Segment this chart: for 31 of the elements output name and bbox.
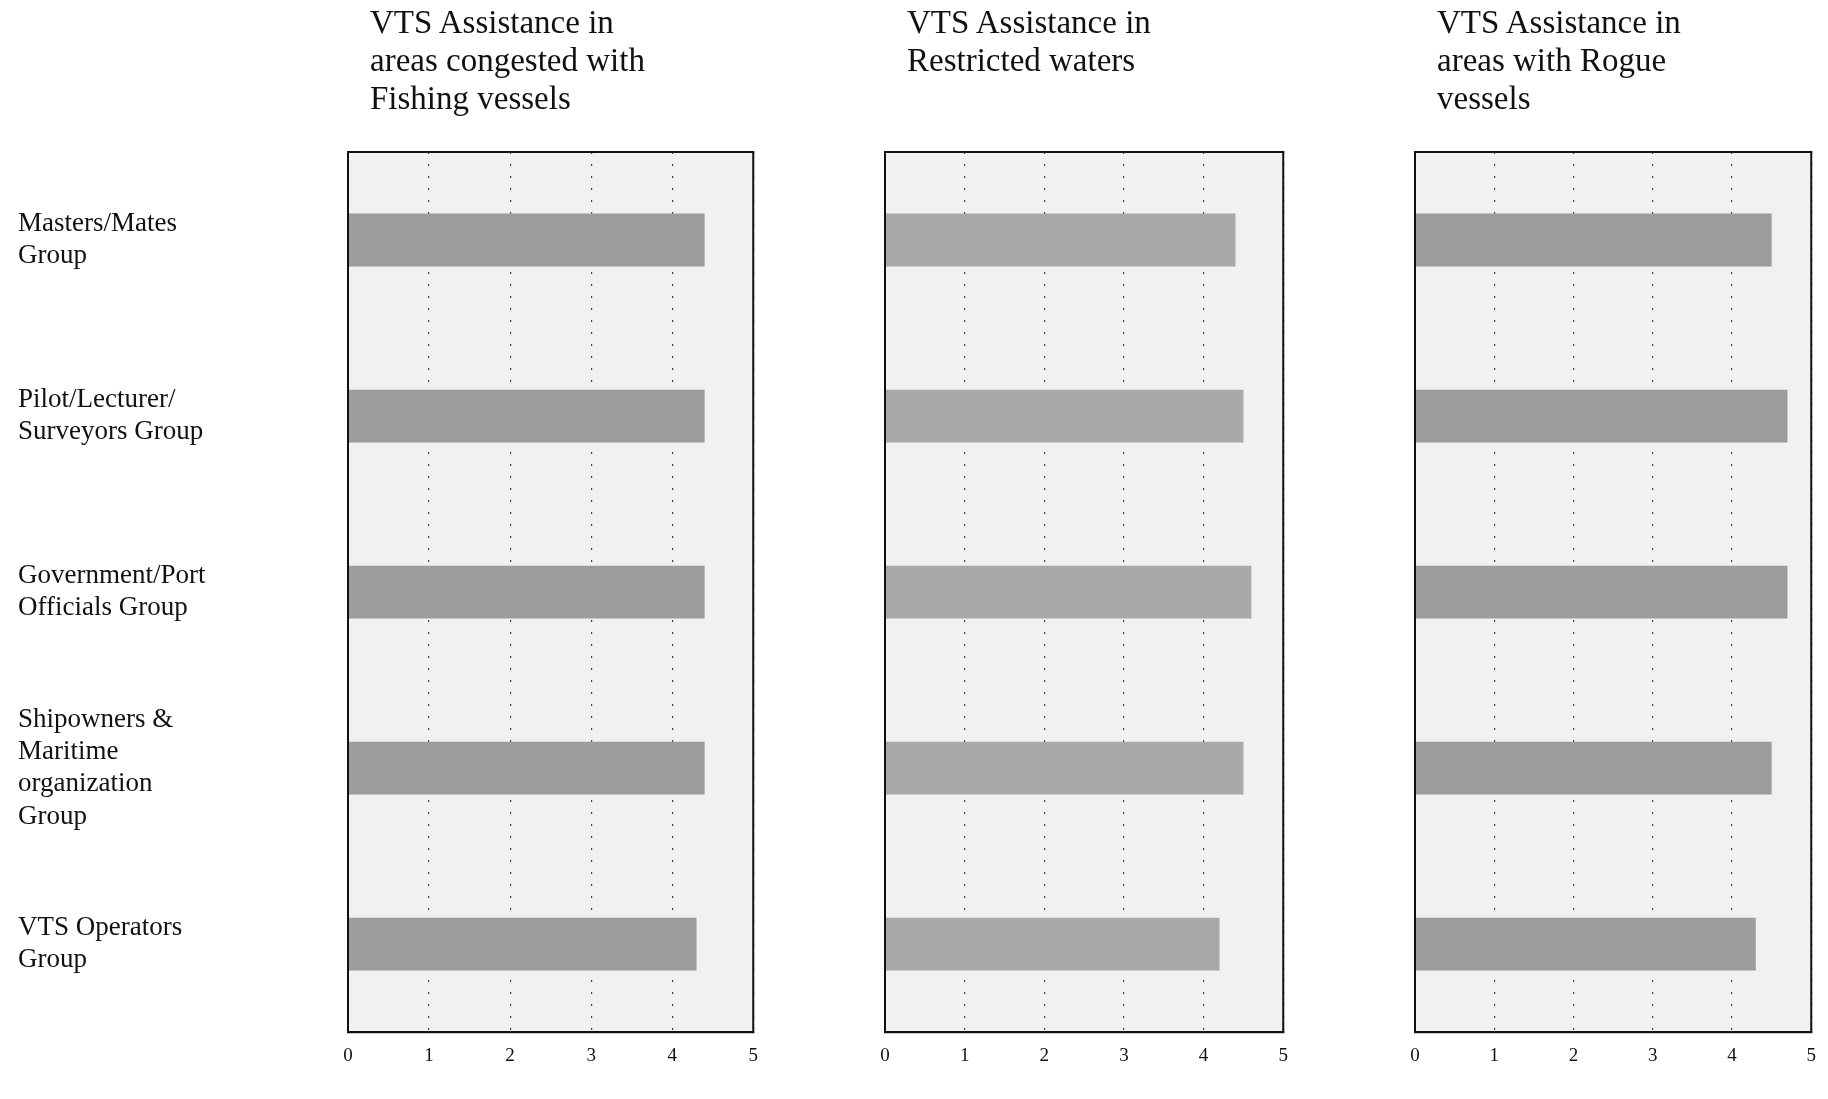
x-tick-label: 1 — [424, 1043, 434, 1065]
y-tick-label: Shipowners & Maritime organization Group — [18, 702, 174, 830]
x-tick-label: 2 — [1568, 1043, 1579, 1065]
chart-title: VTS Assistance in areas with Rogue vessels — [1437, 4, 1681, 118]
y-tick-label: Masters/Mates Group — [18, 206, 177, 270]
y-tick-label: VTS Operators Group — [18, 911, 183, 974]
bar — [885, 389, 1244, 443]
x-tick-label: 1 — [959, 1043, 970, 1065]
x-tick-label: 3 — [1648, 1043, 1658, 1065]
x-tick-label: 2 — [505, 1043, 515, 1065]
chart-title: VTS Assistance in Restricted waters — [907, 4, 1151, 80]
y-tick-label: Pilot/Lecturer/ Surveyors Group — [18, 382, 204, 446]
bar — [885, 917, 1220, 971]
bar — [885, 565, 1252, 619]
x-tick-label: 3 — [1119, 1043, 1129, 1065]
x-tick-label: 5 — [1806, 1043, 1816, 1065]
x-tick-label: 4 — [1198, 1043, 1209, 1065]
x-tick-label: 1 — [1489, 1043, 1499, 1065]
x-tick-label: 0 — [880, 1043, 890, 1065]
bar — [885, 741, 1244, 795]
x-tick-label: 4 — [1727, 1043, 1738, 1065]
y-tick-label: Government/Port Officials Group — [18, 558, 206, 622]
x-tick-label: 0 — [1410, 1043, 1420, 1065]
x-tick-label: 0 — [343, 1043, 353, 1065]
chart-title: VTS Assistance in areas congested with Fishing vessels — [370, 4, 645, 118]
x-tick-label: 2 — [1039, 1043, 1050, 1065]
x-tick-label: 3 — [586, 1043, 596, 1065]
x-tick-label: 5 — [748, 1043, 758, 1065]
x-tick-label: 5 — [1278, 1043, 1288, 1065]
bar — [885, 213, 1236, 267]
x-tick-label: 4 — [667, 1043, 678, 1065]
